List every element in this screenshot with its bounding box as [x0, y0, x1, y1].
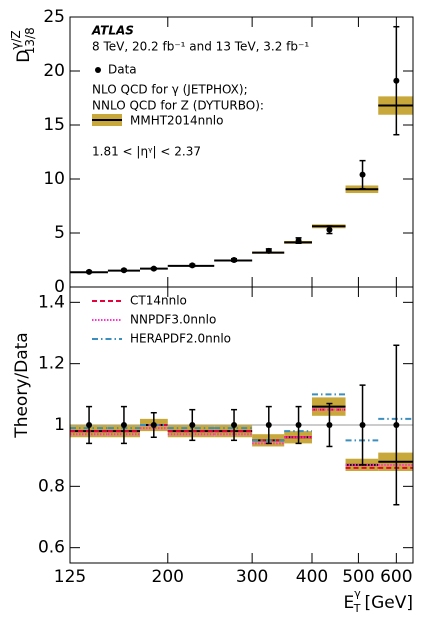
experiment: ATLAS — [91, 24, 134, 38]
eta-range: 1.81 < |ηᵞ| < 2.37 — [92, 145, 201, 159]
data-point — [393, 77, 400, 84]
data-point — [393, 422, 400, 428]
data-point — [295, 422, 302, 428]
y-tick-label: 15 — [43, 115, 65, 135]
y-axis-title: Dγ/Z13/8 — [9, 27, 37, 62]
data-point — [231, 422, 238, 428]
data-point — [231, 257, 238, 263]
data-point — [120, 267, 127, 274]
y-tick-label: 20 — [43, 61, 65, 81]
data-point — [150, 265, 157, 272]
legend-text: HERAPDF2.0nnlo — [130, 332, 231, 346]
data-point — [359, 422, 366, 428]
x-tick-label: 600 — [380, 567, 412, 587]
y-tick-label: 1.4 — [38, 292, 65, 312]
data-point — [326, 226, 333, 233]
legend-text: Data — [108, 63, 137, 77]
data-point — [150, 422, 157, 428]
data-point — [86, 422, 93, 428]
x-title-unit: [GeV] — [364, 593, 413, 613]
y-tick-label: 1 — [54, 415, 65, 435]
legend-marker — [95, 67, 101, 73]
data-point — [189, 422, 196, 428]
data-point — [265, 422, 272, 428]
y-title-main: D — [14, 50, 34, 63]
legend-text: NLO QCD for γ (JETPHOX); — [92, 83, 248, 97]
x-tick-label: 300 — [236, 567, 268, 587]
y-tick-label: 1.2 — [38, 354, 65, 374]
y-title-sup: γ/Z — [9, 30, 23, 49]
legend-text: NNPDF3.0nnlo — [130, 313, 216, 327]
x-title-sub: T — [353, 602, 361, 615]
y-tick-label: 25 — [43, 7, 65, 27]
y-title-sub: 13/8 — [23, 27, 37, 54]
data-point — [359, 171, 366, 178]
energy-label: 8 TeV, 20.2 fb⁻¹ and 13 TeV, 3.2 fb⁻¹ — [92, 40, 309, 54]
x-title-sup: γ — [354, 587, 361, 600]
x-tick-label: 400 — [296, 567, 328, 587]
plot-frame — [69, 286, 414, 564]
x-tick-label: 500 — [342, 567, 374, 587]
legend-text: MMHT2014nnlo — [130, 114, 224, 128]
data-point — [265, 247, 272, 254]
x-tick-label: 200 — [152, 567, 184, 587]
x-tick-label: 125 — [54, 567, 86, 587]
y-tick-label: 10 — [43, 169, 65, 189]
y-axis-title: Dγ/Z13/8 — [9, 27, 37, 62]
y-tick-label: 0.8 — [38, 476, 65, 496]
legend-text: CT14nnlo — [130, 294, 187, 308]
data-point — [295, 237, 302, 244]
x-axis-title: Eγ T [GeV] — [343, 587, 413, 615]
x-title-main: E — [343, 593, 354, 613]
data-point — [120, 422, 127, 428]
y-tick-label: 0.6 — [38, 538, 65, 558]
legend-text: NNLO QCD for Z (DYTURBO): — [92, 99, 264, 113]
data-point — [86, 268, 93, 275]
y-tick-label: 0 — [54, 277, 65, 297]
y-tick-label: 5 — [54, 223, 65, 243]
data-point — [189, 262, 196, 269]
y-axis-title: Theory/Data — [12, 332, 32, 438]
data-point — [326, 422, 333, 428]
